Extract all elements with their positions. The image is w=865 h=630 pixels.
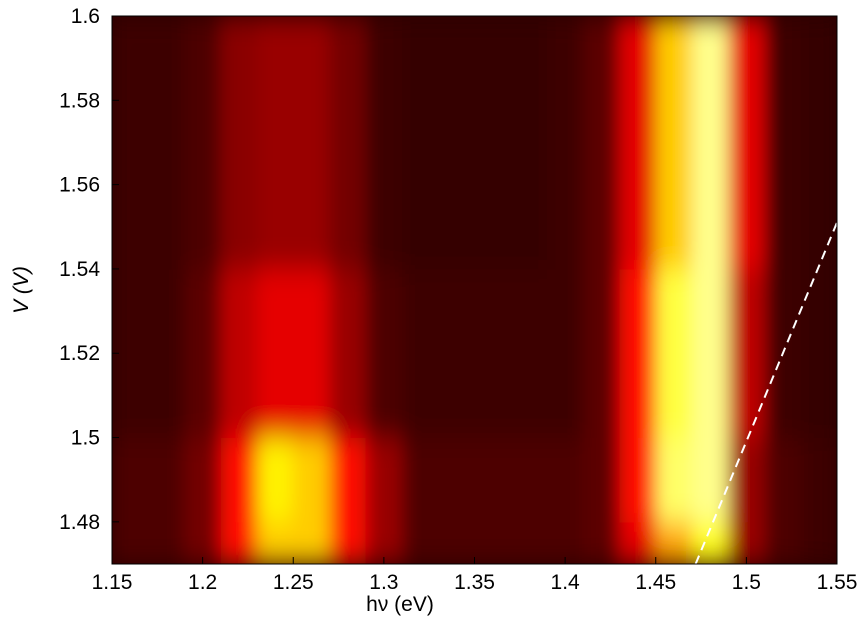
heat-cell bbox=[619, 521, 657, 564]
heat-cell bbox=[257, 16, 294, 270]
heat-cell bbox=[402, 268, 439, 439]
heat-cell bbox=[148, 16, 185, 270]
heat-cell bbox=[655, 16, 693, 270]
heat-cell bbox=[692, 437, 729, 523]
y-tick-label: 1.6 bbox=[71, 5, 100, 28]
x-tick-label: 1.15 bbox=[92, 571, 133, 594]
x-tick-label: 1.2 bbox=[188, 571, 217, 594]
overlay bbox=[694, 222, 837, 564]
heat-cell bbox=[655, 437, 693, 523]
heat-cell bbox=[583, 437, 620, 523]
heat-cell bbox=[692, 16, 729, 270]
heat-cell bbox=[547, 16, 584, 270]
heat-cell bbox=[474, 16, 512, 270]
x-tick-label: 1.55 bbox=[817, 571, 858, 594]
x-tick-label: 1.5 bbox=[732, 571, 761, 594]
heat-cell bbox=[510, 16, 548, 270]
heat-cell bbox=[474, 268, 512, 439]
heat-cell bbox=[474, 437, 512, 523]
heat-cell bbox=[184, 268, 222, 439]
heat-cell bbox=[764, 437, 802, 523]
heat-cell bbox=[148, 437, 185, 523]
heat-cell bbox=[293, 437, 330, 523]
heat-cell bbox=[184, 16, 222, 270]
heat-cell bbox=[184, 437, 222, 523]
heat-cell bbox=[728, 521, 765, 564]
heat-cell bbox=[220, 268, 258, 439]
heat-cell bbox=[402, 521, 439, 564]
heat-cell bbox=[365, 437, 403, 523]
heat-cell bbox=[583, 268, 620, 439]
heat-cell bbox=[619, 437, 657, 523]
heat-cell bbox=[474, 521, 512, 564]
heat-cell bbox=[619, 268, 657, 439]
heat-cell bbox=[510, 437, 548, 523]
heat-cell bbox=[148, 521, 185, 564]
heat-cell bbox=[329, 437, 367, 523]
heat-cell bbox=[365, 521, 403, 564]
heat-cell bbox=[293, 268, 330, 439]
heat-cell bbox=[728, 16, 765, 270]
heat-cell bbox=[619, 16, 657, 270]
heat-cell bbox=[329, 521, 367, 564]
heat-cell bbox=[728, 437, 765, 523]
heat-cell bbox=[583, 521, 620, 564]
heat-cell bbox=[800, 16, 837, 270]
heat-cell bbox=[402, 16, 439, 270]
heat-cell bbox=[583, 16, 620, 270]
x-tick-label: 1.45 bbox=[635, 571, 676, 594]
annotation-line bbox=[694, 222, 837, 564]
heat-cell bbox=[184, 521, 222, 564]
x-tick-label: 1.3 bbox=[369, 571, 398, 594]
x-tick-label: 1.4 bbox=[551, 571, 581, 594]
heat-cell bbox=[257, 268, 294, 439]
heat-cell bbox=[655, 268, 693, 439]
heat-cell bbox=[438, 268, 475, 439]
heat-cell bbox=[365, 16, 403, 270]
heat-cell bbox=[112, 16, 149, 270]
x-axis-label: hν (eV) bbox=[366, 593, 434, 616]
heat-cell bbox=[148, 268, 185, 439]
heat-cell bbox=[547, 521, 584, 564]
heat-cell bbox=[257, 437, 294, 523]
heat-cell bbox=[800, 521, 837, 564]
heat-cell bbox=[329, 268, 367, 439]
heatmap-cells bbox=[112, 16, 837, 564]
heat-cell bbox=[800, 437, 837, 523]
y-tick-label: 1.56 bbox=[59, 174, 100, 197]
heat-cell bbox=[220, 521, 258, 564]
heat-cell bbox=[728, 268, 765, 439]
heat-cell bbox=[510, 521, 548, 564]
heat-cell bbox=[329, 16, 367, 270]
heat-cell bbox=[438, 16, 475, 270]
heat-cell bbox=[547, 268, 584, 439]
heat-cell bbox=[257, 521, 294, 564]
heat-cell bbox=[438, 521, 475, 564]
heat-cell bbox=[764, 16, 802, 270]
y-tick-label: 1.54 bbox=[59, 258, 100, 281]
y-tick-label: 1.5 bbox=[71, 427, 100, 450]
heat-cell bbox=[293, 16, 330, 270]
y-tick-label: 1.48 bbox=[59, 511, 100, 534]
heat-cell bbox=[293, 521, 330, 564]
y-axis-label: V (V) bbox=[10, 266, 33, 314]
y-tick-label: 1.52 bbox=[59, 342, 100, 365]
x-tick-label: 1.35 bbox=[454, 571, 495, 594]
heat-cell bbox=[547, 437, 584, 523]
heat-cell bbox=[365, 268, 403, 439]
x-tick-label: 1.25 bbox=[273, 571, 314, 594]
heat-cell bbox=[220, 437, 258, 523]
heat-cell bbox=[438, 437, 475, 523]
heat-cell bbox=[655, 521, 693, 564]
heatmap bbox=[112, 16, 837, 564]
heat-cell bbox=[692, 268, 729, 439]
heat-cell bbox=[220, 16, 258, 270]
heat-cell bbox=[510, 268, 548, 439]
heat-cell bbox=[764, 521, 802, 564]
heat-cell bbox=[112, 521, 149, 564]
y-tick-label: 1.58 bbox=[59, 89, 100, 112]
heat-cell bbox=[402, 437, 439, 523]
heat-cell bbox=[112, 437, 149, 523]
